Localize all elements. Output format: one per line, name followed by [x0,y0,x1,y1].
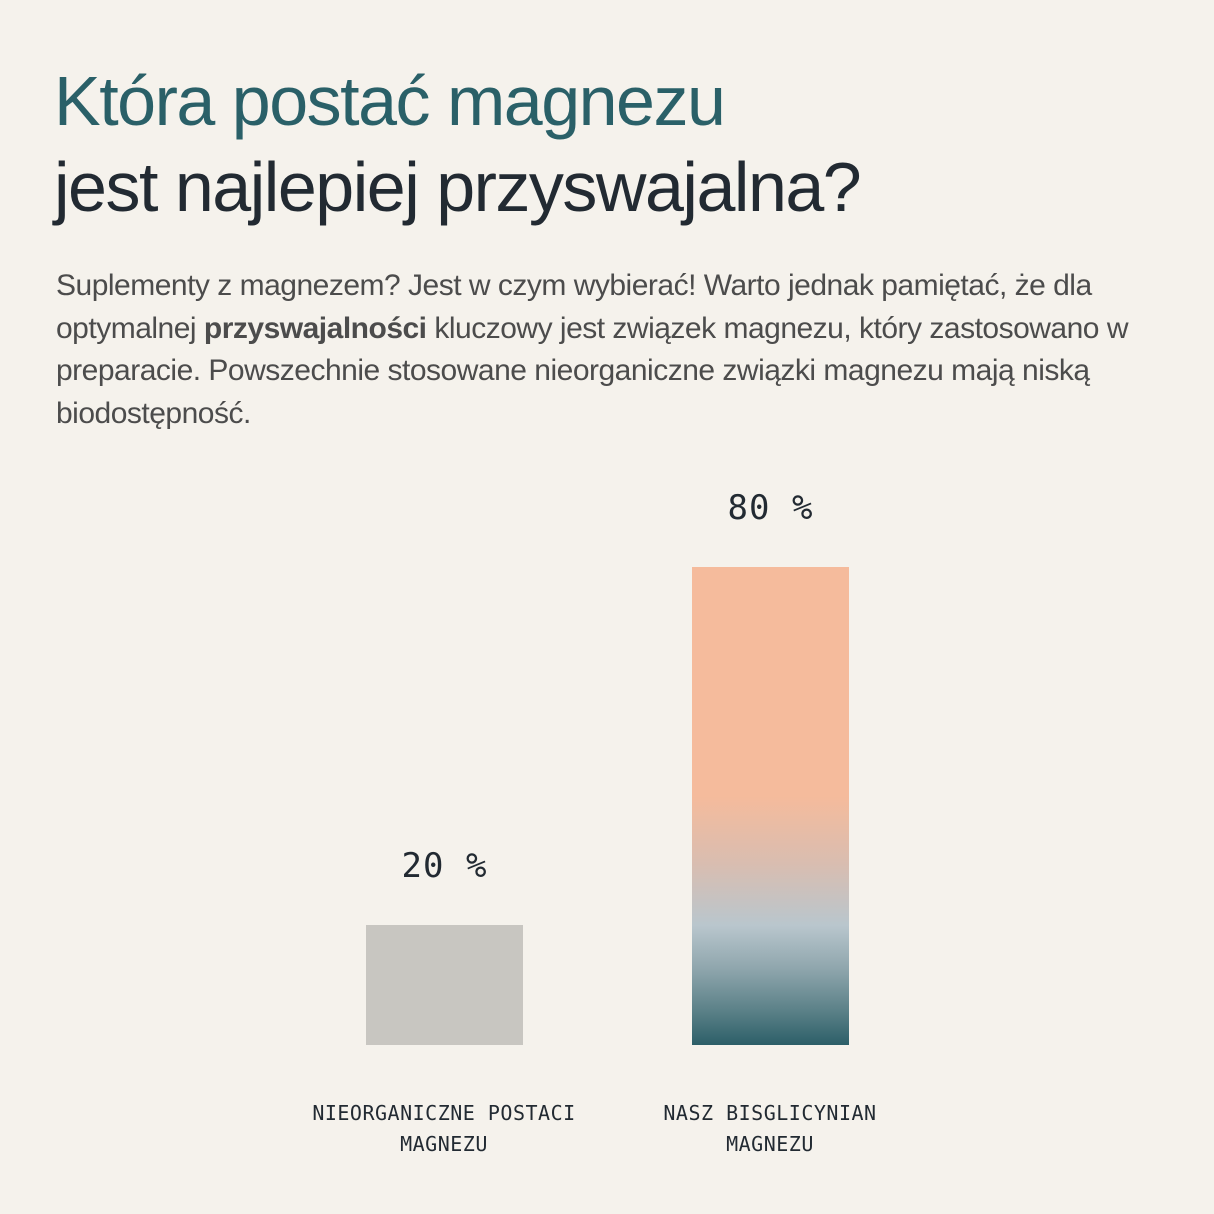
bar-value-inorganic: 20 % [401,846,488,886]
bar-bisglycinate [692,567,849,1045]
bar-label-inorganic: NIEORGANICZNE POSTACI MAGNEZU [264,1098,624,1160]
intro-text-start: Suplementy z magnezem? Jest w czym wybie… [56,269,1092,345]
bar-label-bisglycinate: NASZ BISGLICYNIAN MAGNEZU [590,1098,950,1160]
intro-paragraph: Suplementy z magnezem? Jest w czym wybie… [56,265,1136,435]
intro-text-end: kluczowy jest związek magnezu, który zas… [56,311,1129,430]
title-line-accent: Która postać magnezu [54,62,726,140]
bar-label-line: MAGNEZU [400,1132,488,1156]
bar-inorganic [366,925,523,1045]
bar-value-bisglycinate: 80 % [727,488,814,528]
bar-label-line: NIEORGANICZNE POSTACI [312,1101,576,1125]
bar-label-line: NASZ BISGLICYNIAN [663,1101,877,1125]
page-title: Która postać magnezu jest najlepiej przy… [54,58,862,230]
intro-bold-keyword: przyswajalności [203,311,427,345]
title-line-main: jest najlepiej przyswajalna? [54,148,862,226]
bar-label-line: MAGNEZU [726,1132,814,1156]
